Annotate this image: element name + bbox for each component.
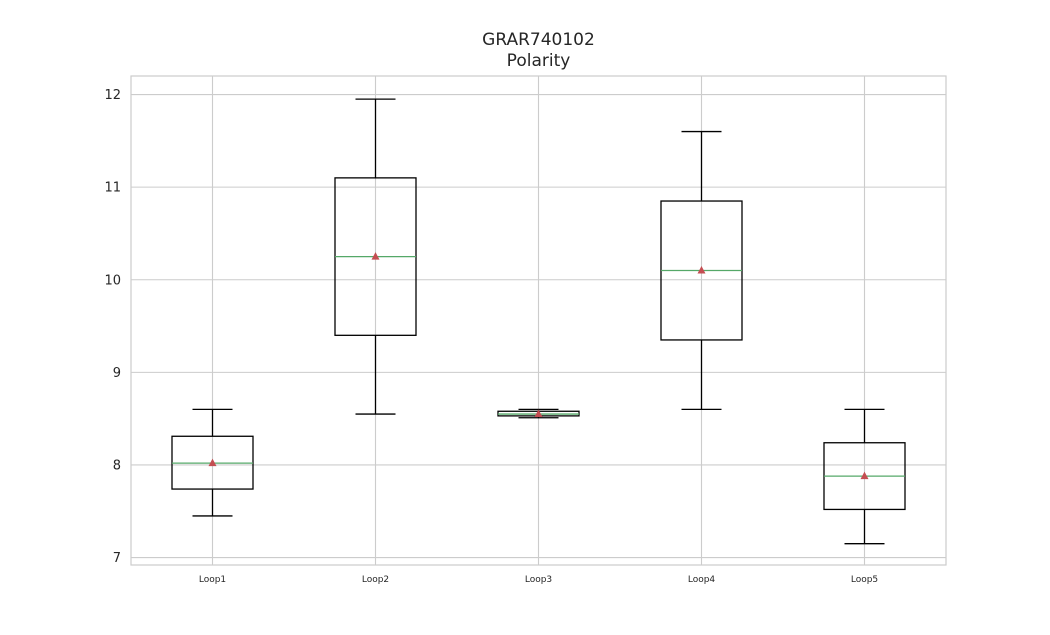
chart-title: GRAR740102 xyxy=(482,30,595,50)
box-loop4 xyxy=(660,130,743,411)
mean-marker xyxy=(208,458,217,467)
y-tick-label: 11 xyxy=(104,181,121,196)
chart-subtitle: Polarity xyxy=(506,51,571,71)
y-tick-label: 7 xyxy=(113,551,121,566)
x-tick-label: Loop5 xyxy=(851,575,878,585)
mean-marker xyxy=(860,471,869,480)
box-loop2 xyxy=(334,98,417,415)
mean-marker xyxy=(534,409,543,418)
box-loop3 xyxy=(497,408,580,419)
box-layer xyxy=(171,98,906,545)
y-tick-label: 10 xyxy=(104,273,121,288)
x-tick-label: Loop2 xyxy=(362,575,389,585)
mean-marker xyxy=(697,265,706,274)
x-tick-label: Loop4 xyxy=(688,575,716,585)
axis-layer: 7 8 9 10 11 12 Loop1 Loop2 Loop3 Loop4 Loop5 xyxy=(104,88,878,585)
y-tick-label: 12 xyxy=(104,88,121,103)
y-tick-label: 9 xyxy=(113,366,121,381)
box-loop1 xyxy=(171,408,254,517)
x-tick-label: Loop3 xyxy=(525,575,552,585)
y-tick-label: 8 xyxy=(113,458,121,473)
box-loop5 xyxy=(823,408,906,545)
mean-marker xyxy=(371,252,380,260)
x-tick-label: Loop1 xyxy=(199,575,226,585)
